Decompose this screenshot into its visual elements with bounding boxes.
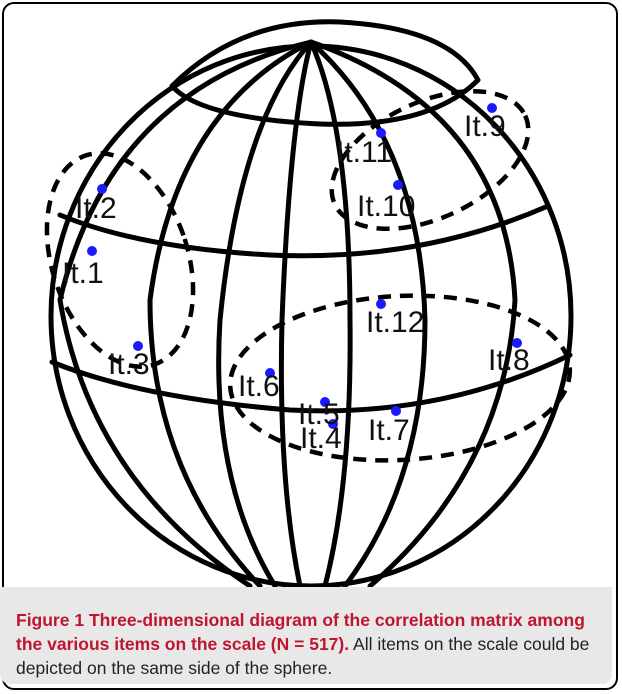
item-label: It.3: [108, 348, 150, 381]
item-point: [328, 419, 338, 429]
caption-body: All items on the scale could be depicted…: [16, 634, 590, 678]
item-points: [87, 103, 522, 429]
item-point: [487, 103, 497, 113]
meridian-6: [308, 39, 428, 589]
item-label: It.6: [238, 370, 280, 403]
cluster-bottom: [227, 293, 573, 463]
sphere-diagram: It.1 It.2 It.3 It.4 It.5 It.6 It.7 It.8 …: [44, 19, 574, 589]
latitude-top: [169, 19, 481, 127]
item-point: [512, 338, 522, 348]
meridian-1: [57, 39, 314, 589]
item-label: It.9: [464, 110, 506, 143]
caption-label: Figure 1: [16, 610, 85, 630]
latitude-middle: [49, 352, 573, 414]
item-point: [97, 184, 107, 194]
meridian-3: [216, 39, 314, 589]
meridian-4: [278, 39, 314, 589]
cluster-left: [44, 151, 196, 369]
item-label: It.4: [300, 422, 342, 455]
item-label: It.11: [336, 136, 392, 169]
item-label: It.7: [368, 414, 410, 447]
item-point: [391, 406, 401, 416]
meridian-7: [308, 39, 518, 589]
item-label: It.8: [488, 344, 530, 377]
caption-box: [0, 587, 612, 684]
item-label: It.10: [357, 190, 415, 223]
figure-caption: Figure 1 Three-dimensional diagram of th…: [16, 608, 606, 680]
item-point: [87, 246, 97, 256]
latitude-upper: [57, 203, 551, 259]
item-point: [133, 341, 143, 351]
item-labels: It.1 It.2 It.3 It.4 It.5 It.6 It.7 It.8 …: [62, 110, 530, 455]
item-point: [376, 128, 386, 138]
item-label: It.2: [75, 192, 117, 225]
item-point: [393, 180, 403, 190]
item-label: It.5: [298, 398, 340, 431]
item-point: [376, 299, 386, 309]
meridian-5: [308, 39, 353, 589]
item-point: [320, 397, 330, 407]
meridian-2: [147, 39, 314, 589]
item-point: [265, 368, 275, 378]
item-label: It.1: [62, 257, 104, 290]
item-label: It.12: [366, 306, 424, 339]
caption-title: Three-dimensional diagram of the correla…: [16, 610, 585, 654]
